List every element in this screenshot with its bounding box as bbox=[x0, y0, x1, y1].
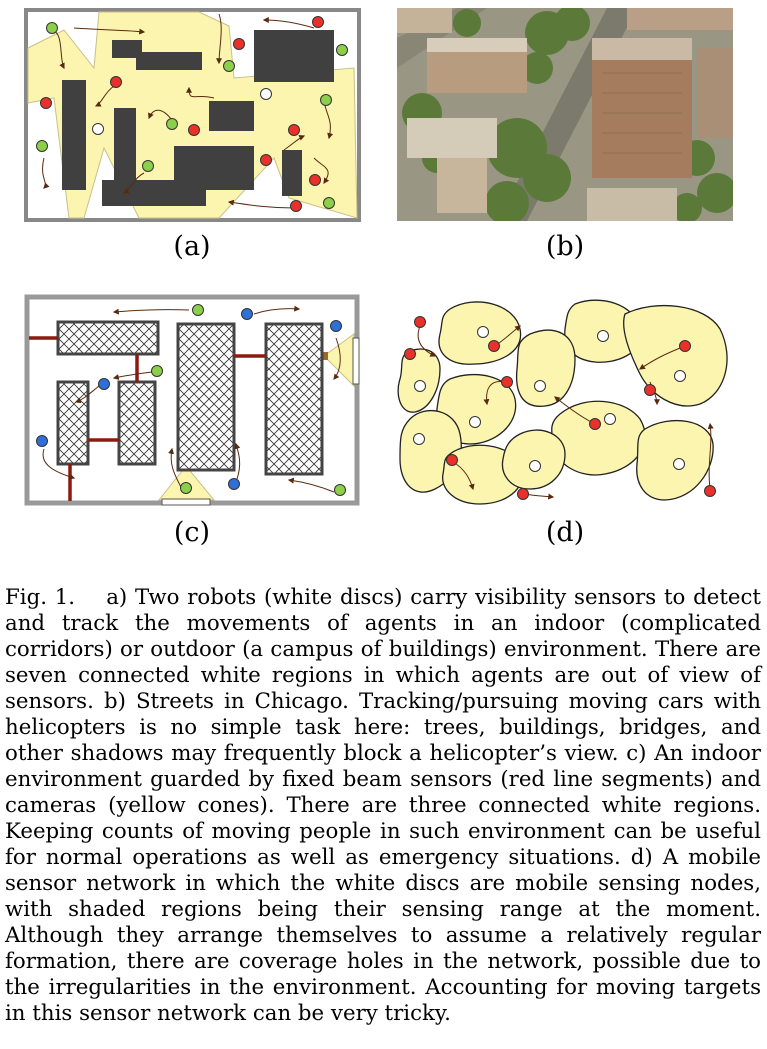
target bbox=[446, 454, 458, 466]
agent-blue bbox=[36, 435, 48, 447]
sensing-node bbox=[469, 416, 481, 428]
agent-red bbox=[309, 174, 321, 186]
agent-red bbox=[188, 124, 200, 136]
agent-red bbox=[40, 97, 52, 109]
agent-green bbox=[180, 482, 192, 494]
nodes-and-targets bbox=[404, 316, 716, 500]
sensing-node bbox=[673, 458, 685, 470]
figure-caption: Fig. 1. a) Two robots (white discs) carr… bbox=[5, 585, 761, 1027]
robot-white bbox=[260, 88, 272, 100]
target bbox=[501, 376, 513, 388]
target bbox=[517, 488, 529, 500]
agent-green bbox=[223, 60, 235, 72]
panel-d-label: (d) bbox=[545, 517, 585, 548]
robot-white bbox=[92, 123, 104, 135]
target bbox=[644, 384, 656, 396]
agent-red bbox=[110, 76, 122, 88]
agents bbox=[36, 304, 346, 496]
agent-red bbox=[260, 154, 272, 166]
panel-d bbox=[397, 299, 728, 505]
agent-green bbox=[336, 44, 348, 56]
target bbox=[414, 316, 426, 328]
agent-blue bbox=[330, 320, 342, 332]
agent-trajectories bbox=[42, 305, 341, 493]
sensing-node bbox=[674, 370, 686, 382]
panel-b-aerial-photo bbox=[397, 8, 733, 221]
camera bbox=[320, 352, 328, 360]
agent-trajectories bbox=[42, 13, 334, 209]
buildings bbox=[397, 8, 733, 221]
panel-c bbox=[24, 294, 360, 506]
sensing-node bbox=[413, 433, 425, 445]
sensing-node bbox=[414, 380, 426, 392]
sensing-node bbox=[529, 460, 541, 472]
agent-green bbox=[334, 484, 346, 496]
caption-text: a) Two robots (white discs) carry visibi… bbox=[5, 585, 761, 1026]
obstacles bbox=[62, 30, 334, 206]
sensing-node bbox=[604, 413, 616, 425]
agent-green bbox=[320, 94, 332, 106]
agent-blue bbox=[98, 378, 110, 390]
panel-a-label: (a) bbox=[173, 231, 211, 262]
panel-b-label: (b) bbox=[545, 231, 585, 262]
agent-green bbox=[323, 197, 335, 209]
agents bbox=[36, 16, 348, 212]
agent-green bbox=[36, 140, 48, 152]
panel-a bbox=[24, 8, 361, 222]
target bbox=[404, 348, 416, 360]
caption-prefix: Fig. 1. bbox=[5, 585, 76, 610]
target bbox=[704, 485, 716, 497]
agent-red bbox=[290, 200, 302, 212]
agent-red bbox=[312, 16, 324, 28]
agent-green bbox=[151, 365, 163, 377]
sensing-ranges bbox=[397, 299, 728, 505]
agent-green bbox=[166, 118, 178, 130]
target bbox=[589, 418, 601, 430]
sensing-node bbox=[534, 380, 546, 392]
beam-sensors bbox=[29, 336, 266, 501]
sensing-region bbox=[27, 11, 358, 219]
sensing-node bbox=[597, 330, 609, 342]
agent-red bbox=[288, 124, 300, 136]
agent-blue bbox=[228, 478, 240, 490]
agent-green bbox=[142, 160, 154, 172]
sensing-node bbox=[477, 326, 489, 338]
agent-green bbox=[192, 304, 204, 316]
agent-red bbox=[233, 38, 245, 50]
agent-green bbox=[46, 22, 58, 34]
target bbox=[679, 340, 691, 352]
agent-blue bbox=[241, 308, 253, 320]
obstacles bbox=[56, 320, 324, 476]
target bbox=[488, 340, 500, 352]
trees bbox=[402, 8, 733, 221]
panel-c-label: (c) bbox=[173, 517, 211, 548]
